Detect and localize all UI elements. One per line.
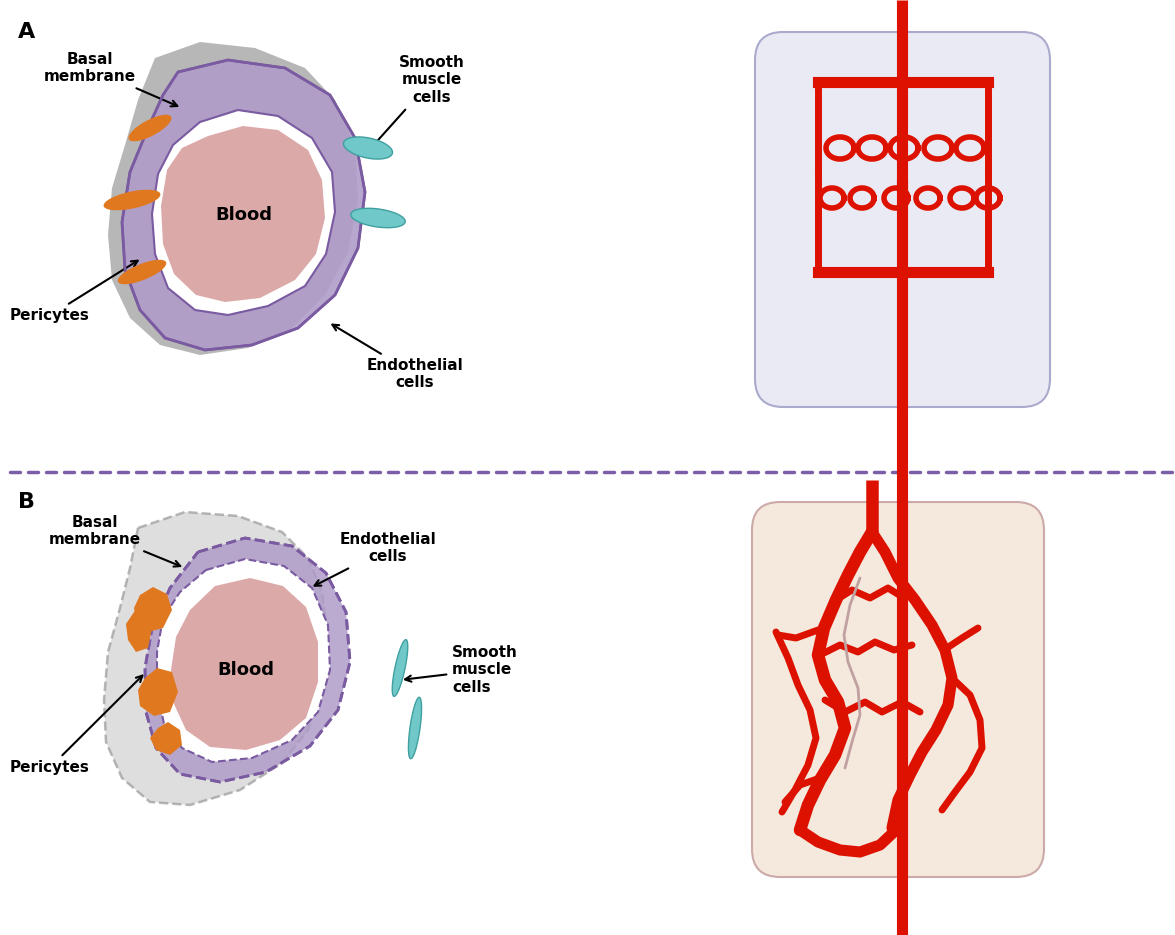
Polygon shape [409,698,422,758]
Polygon shape [126,608,152,652]
Polygon shape [172,578,318,750]
Text: Blood: Blood [217,661,275,679]
Polygon shape [392,640,408,697]
Polygon shape [343,137,392,159]
Polygon shape [134,587,172,632]
Text: Smooth
muscle
cells: Smooth muscle cells [365,55,465,154]
Polygon shape [137,668,177,716]
Polygon shape [157,559,330,762]
Polygon shape [103,190,161,210]
Text: Endothelial
cells: Endothelial cells [333,324,463,391]
Text: Pericytes: Pericytes [11,676,142,775]
Polygon shape [145,538,350,782]
Text: Pericytes: Pericytes [11,261,137,323]
Polygon shape [351,209,405,228]
Polygon shape [118,260,167,284]
Polygon shape [128,115,172,141]
Polygon shape [108,42,358,355]
Polygon shape [152,110,335,315]
Text: Smooth
muscle
cells: Smooth muscle cells [405,645,518,695]
Polygon shape [122,60,365,350]
Polygon shape [150,722,182,755]
Text: A: A [18,22,35,42]
Text: Basal
membrane: Basal membrane [49,515,180,567]
Polygon shape [105,512,328,805]
Polygon shape [161,126,325,302]
Text: B: B [18,492,35,512]
FancyBboxPatch shape [752,502,1045,877]
Text: Blood: Blood [215,206,273,224]
Text: Basal
membrane: Basal membrane [43,52,177,107]
Text: Endothelial
cells: Endothelial cells [315,532,436,585]
FancyBboxPatch shape [756,32,1050,407]
